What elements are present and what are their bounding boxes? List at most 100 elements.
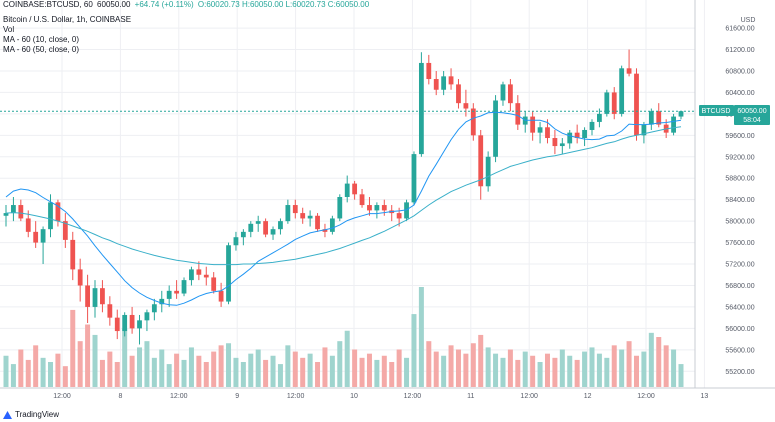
volume-bar xyxy=(144,341,150,387)
volume-bar xyxy=(359,357,365,387)
candle-body xyxy=(18,205,24,219)
volume-bar xyxy=(92,334,98,387)
volume-bar xyxy=(300,357,306,387)
volume-bar xyxy=(537,362,543,387)
candle-body xyxy=(500,84,506,101)
candle xyxy=(11,197,16,222)
volume-bar xyxy=(137,347,143,387)
legend-ma-fast[interactable]: MA - 60 (10, close, 0) xyxy=(3,35,80,44)
candle xyxy=(292,199,298,219)
candle xyxy=(137,314,142,345)
volume-bar xyxy=(270,355,276,387)
time-axis[interactable]: 12:00 8 12:00 9 12:00 10 12:00 11 12:00 12 12:00 13 xyxy=(53,393,708,400)
candle xyxy=(151,298,157,321)
time-tick-label: 10 xyxy=(350,393,358,400)
candle-body xyxy=(485,156,491,187)
candle-body xyxy=(151,304,157,313)
brand-name: TradingView xyxy=(15,410,60,419)
volume-bar xyxy=(648,332,654,387)
candle-body xyxy=(203,274,209,278)
volume-bar xyxy=(448,345,454,387)
price-tag-symbol: BTCUSD xyxy=(702,108,731,115)
candle xyxy=(411,151,417,206)
candle xyxy=(196,261,202,281)
tradingview-branding[interactable]: TradingView xyxy=(3,410,59,419)
volume-bar xyxy=(40,357,46,387)
candle-body xyxy=(671,116,676,133)
candle-body xyxy=(233,237,239,246)
volume-bar xyxy=(478,334,484,387)
volume-bar xyxy=(166,364,172,387)
symbol-header[interactable]: COINBASE:BTCUSD, 60 60050.00 +64.74 (+0.… xyxy=(3,0,371,10)
candle-body xyxy=(448,76,454,85)
volume-bar xyxy=(188,347,194,387)
candle xyxy=(604,89,610,117)
candle-body xyxy=(337,197,343,219)
candle-body xyxy=(292,205,298,214)
volume-bar xyxy=(404,357,410,387)
candle xyxy=(589,119,595,136)
candle xyxy=(441,70,447,96)
volume-bar xyxy=(174,353,180,387)
candle-body xyxy=(367,205,372,211)
volume-bar xyxy=(574,359,580,387)
volume-bar xyxy=(18,349,24,387)
price-tag: BTCUSD 60050.00 58:04 xyxy=(699,105,770,125)
candle-body xyxy=(374,205,380,211)
volume-bar xyxy=(544,353,550,387)
legend-series-title[interactable]: Bitcoin / U.S. Dollar, 1h, COINBASE xyxy=(3,15,132,24)
volume-bar xyxy=(663,345,669,387)
candle-body xyxy=(33,231,39,243)
candle-body xyxy=(634,73,639,136)
volume-bar xyxy=(263,359,269,387)
volume-bar xyxy=(626,341,632,387)
legend-ma-slow[interactable]: MA - 60 (50, close, 0) xyxy=(3,45,80,54)
volume-bar xyxy=(515,359,521,387)
volume-bar xyxy=(122,328,128,387)
candle xyxy=(263,218,269,238)
candle xyxy=(189,266,194,286)
indicator-legend: Bitcoin / U.S. Dollar, 1h, COINBASE Vol … xyxy=(3,15,131,55)
candle-body xyxy=(122,314,128,332)
candle-body xyxy=(196,269,202,275)
ma-slow-line xyxy=(5,126,682,266)
candle xyxy=(559,138,565,155)
candle-body xyxy=(359,194,365,206)
volume-bar xyxy=(344,330,350,387)
candle xyxy=(218,282,224,307)
time-tick-label: 8 xyxy=(118,393,122,400)
volume-bar xyxy=(129,355,135,387)
price-tag-price-box xyxy=(734,105,770,125)
volume-bar xyxy=(181,359,187,387)
candle-body xyxy=(589,121,595,130)
last-price: 60050.00 xyxy=(97,0,131,9)
volume-bar xyxy=(292,351,298,387)
candle xyxy=(233,231,239,251)
volume-bar xyxy=(248,353,254,387)
price-tick-label: 58800.00 xyxy=(725,176,754,183)
candle xyxy=(678,111,684,120)
time-tick-label: 12:00 xyxy=(170,393,188,400)
candle-body xyxy=(278,221,283,230)
volume-bar xyxy=(678,364,684,387)
legend-vol[interactable]: Vol xyxy=(3,25,15,34)
volume-bar xyxy=(33,345,39,387)
time-tick-label: 12:00 xyxy=(520,393,538,400)
candle-body xyxy=(418,62,424,155)
candle-body xyxy=(159,298,165,305)
volume-bar xyxy=(671,349,677,387)
candle xyxy=(522,111,528,133)
candle xyxy=(493,95,498,163)
volume-bar xyxy=(25,359,31,387)
candle-body xyxy=(129,314,135,329)
price-axis[interactable]: USD 61600.0061200.0060800.0060400.006000… xyxy=(725,17,755,376)
candle-body xyxy=(404,202,409,219)
candle xyxy=(55,199,61,227)
candle xyxy=(166,285,172,307)
candle-body xyxy=(55,202,61,222)
volume-bar xyxy=(255,349,261,387)
time-tick-label: 13 xyxy=(701,393,709,400)
price-tag-symbol-box xyxy=(699,105,734,116)
